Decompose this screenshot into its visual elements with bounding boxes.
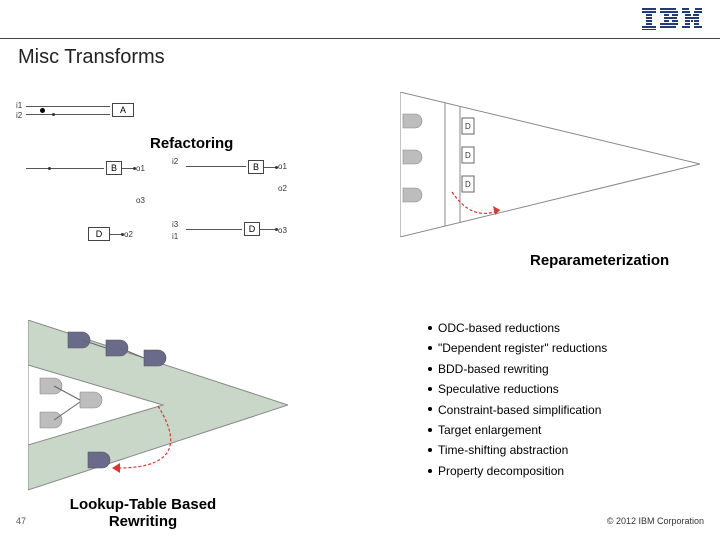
list-item-label: Time-shifting abstraction bbox=[438, 443, 568, 457]
reparam-diagram: D D D bbox=[400, 92, 700, 237]
list-item: Time-shifting abstraction bbox=[428, 440, 607, 460]
wire-node bbox=[275, 228, 278, 231]
wire bbox=[186, 229, 242, 230]
gate-a-label: A bbox=[120, 105, 126, 115]
ibm-logo bbox=[642, 8, 702, 35]
list-item: Target enlargement bbox=[428, 420, 607, 440]
io-i2: i2 bbox=[16, 111, 22, 120]
bullet-icon bbox=[428, 407, 432, 411]
svg-text:D: D bbox=[465, 151, 471, 160]
bullet-icon bbox=[428, 367, 432, 371]
wire-node bbox=[48, 167, 51, 170]
io-o1: o1 bbox=[136, 164, 145, 173]
wire bbox=[26, 106, 110, 107]
gate-d2-label: D bbox=[249, 224, 256, 234]
gate-b-label: B bbox=[111, 163, 117, 173]
list-item: Property decomposition bbox=[428, 461, 607, 481]
io-i2b: i2 bbox=[172, 157, 178, 166]
list-item-label: Target enlargement bbox=[438, 423, 541, 437]
list-item: "Dependent register" reductions bbox=[428, 338, 607, 358]
bullet-icon bbox=[428, 387, 432, 391]
io-o2: o2 bbox=[124, 230, 133, 239]
refactoring-label: Refactoring bbox=[150, 135, 233, 152]
svg-text:D: D bbox=[465, 180, 471, 189]
gate-d2: D bbox=[244, 222, 260, 236]
wire-node bbox=[52, 113, 55, 116]
list-item: Speculative reductions bbox=[428, 379, 607, 399]
list-item: Constraint-based simplification bbox=[428, 400, 607, 420]
io-i3b: i3 bbox=[172, 220, 178, 229]
bullet-icon bbox=[428, 428, 432, 432]
io-o2b: o2 bbox=[278, 184, 287, 193]
wire bbox=[26, 168, 104, 169]
bullet-icon bbox=[428, 448, 432, 452]
list-item-label: Property decomposition bbox=[438, 464, 564, 478]
gate-d: D bbox=[88, 227, 110, 241]
transforms-bullet-list: ODC-based reductions "Dependent register… bbox=[428, 318, 607, 481]
gate-d-label: D bbox=[96, 229, 103, 239]
wire bbox=[26, 114, 110, 115]
slide-root: Misc Transforms A B D B D i1 i2 o1 o3 o2… bbox=[0, 0, 720, 540]
lut-diagram bbox=[28, 320, 288, 495]
io-i1: i1 bbox=[16, 101, 22, 110]
list-item: ODC-based reductions bbox=[428, 318, 607, 338]
list-item-label: Speculative reductions bbox=[438, 382, 559, 396]
wire bbox=[260, 229, 276, 230]
lut-label: Lookup-Table Based Rewriting bbox=[48, 496, 238, 530]
bullet-icon bbox=[428, 346, 432, 350]
wire-node bbox=[121, 233, 124, 236]
list-item-label: Constraint-based simplification bbox=[438, 403, 601, 417]
copyright: © 2012 IBM Corporation bbox=[607, 516, 704, 526]
refactoring-diagram: A B D B D i1 i2 o1 o3 o2 i2 o1 o2 i3 o3 … bbox=[18, 92, 358, 252]
gate-b2: B bbox=[248, 160, 264, 174]
gate-b: B bbox=[106, 161, 122, 175]
io-i1b: i1 bbox=[172, 232, 178, 241]
slide-number: 47 bbox=[16, 516, 26, 526]
gate-b2-label: B bbox=[253, 162, 259, 172]
wire bbox=[186, 166, 246, 167]
bullet-icon bbox=[428, 326, 432, 330]
reparam-label: Reparameterization bbox=[530, 252, 669, 269]
slide-title: Misc Transforms bbox=[18, 46, 165, 69]
wire-node bbox=[133, 167, 136, 170]
list-item: BDD-based rewriting bbox=[428, 359, 607, 379]
list-item-label: ODC-based reductions bbox=[438, 321, 560, 335]
gate-a: A bbox=[112, 103, 134, 117]
list-item-label: "Dependent register" reductions bbox=[438, 341, 607, 355]
io-o1b: o1 bbox=[278, 162, 287, 171]
list-item-label: BDD-based rewriting bbox=[438, 362, 549, 376]
wire-node bbox=[275, 166, 278, 169]
io-o3: o3 bbox=[136, 196, 145, 205]
io-o3b: o3 bbox=[278, 226, 287, 235]
svg-text:D: D bbox=[465, 122, 471, 131]
bullet-icon bbox=[428, 469, 432, 473]
header-divider bbox=[0, 38, 720, 39]
